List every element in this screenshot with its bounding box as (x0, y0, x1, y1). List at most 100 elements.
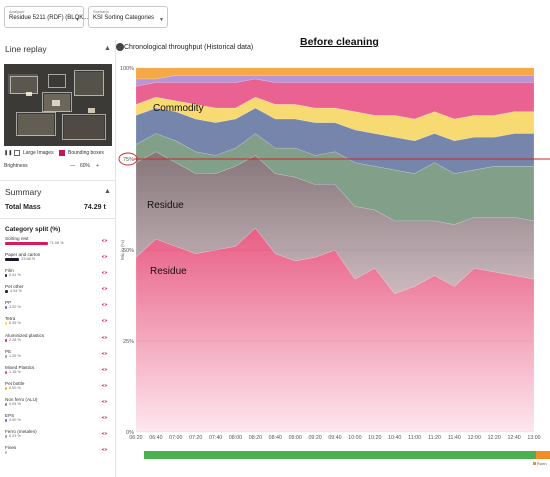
category-split-title: Category split (%) (5, 226, 61, 233)
category-percentage: 4.94 % (9, 289, 22, 294)
x-tick-label: 08:40 (269, 435, 282, 441)
visibility-eye-icon[interactable] (101, 317, 108, 324)
chart-annotation: Commodity (153, 103, 204, 114)
category-list: Sorting rest 71.08 % Paper and carton 23.68… (5, 236, 113, 461)
replay-controls: ❚❚ Large Images Bounding boxes (4, 149, 114, 159)
x-tick-label: 12:40 (507, 435, 520, 441)
category-percentage: 0.35 % (9, 321, 21, 326)
y-tick-label: 75% (123, 157, 134, 163)
visibility-eye-icon[interactable] (101, 253, 108, 260)
visibility-eye-icon[interactable] (101, 382, 108, 389)
category-name: EPS (5, 413, 15, 419)
category-percentage: 71.08 % (49, 241, 64, 245)
category-percentage: 0.00 % (9, 385, 21, 390)
category-bar (5, 435, 7, 439)
category-percentage: 1.16 % (9, 369, 21, 374)
scenario-label: Scenario (93, 9, 109, 14)
x-tick-label: 07:00 (169, 435, 182, 441)
visibility-eye-icon[interactable] (101, 350, 108, 357)
visibility-eye-icon[interactable] (101, 334, 108, 341)
visibility-eye-icon[interactable] (101, 285, 108, 292)
category-item: Fines (5, 445, 113, 461)
category-name: Pet other (5, 284, 24, 290)
chevron-down-icon: ▼ (75, 17, 80, 23)
category-name: Paper and carton (5, 252, 41, 258)
divider (0, 218, 116, 219)
category-name: Pet bottle (5, 380, 25, 386)
category-percentage: 0.04 % (9, 401, 21, 406)
category-name: Ferro (metalen) (5, 429, 37, 435)
category-name: Fines (5, 445, 17, 451)
visibility-eye-icon[interactable] (101, 301, 108, 308)
line-replay-image[interactable] (4, 64, 112, 146)
throughput-chart[interactable]: 0% 25% 50% 75% 100% 06:20 06:40 07:00 07:20 07:40… (116, 56, 550, 450)
category-bar (5, 322, 7, 326)
large-images-checkbox[interactable] (14, 150, 20, 156)
brightness-row: Brightness — 60% + (4, 162, 114, 172)
bounding-boxes-checkbox[interactable] (59, 150, 65, 156)
category-name: Tetra (5, 316, 16, 322)
running-swatch (533, 462, 536, 465)
large-images-label: Large Images (23, 150, 54, 156)
category-bar (5, 370, 7, 374)
visibility-eye-icon[interactable] (101, 269, 108, 276)
x-tick-label: 08:20 (249, 435, 262, 441)
x-tick-label: 11:00 (408, 435, 421, 441)
category-percentage: 0.41 % (9, 273, 21, 278)
chart-annotation: Residue (147, 200, 184, 211)
brightness-label: Brightness (4, 163, 28, 169)
before-cleaning-annotation: Before cleaning (300, 36, 379, 48)
collapse-summary-icon[interactable]: ▲ (104, 188, 111, 195)
visibility-eye-icon[interactable] (101, 430, 108, 437)
reference-circle (118, 152, 138, 166)
category-bar (5, 258, 20, 262)
category-item: EPS 0.00 % (5, 413, 113, 429)
analyser-select[interactable]: Analyser Residue 5211 (RDF) (BLOK... ▼ (4, 6, 89, 28)
category-name: Film (5, 268, 14, 274)
top-bar: Analyser Residue 5211 (RDF) (BLOK... ▼ S… (0, 0, 550, 32)
chart-title: Chronological throughput (Historical dat… (124, 44, 254, 51)
y-tick-label: 100% (120, 66, 134, 72)
visibility-eye-icon[interactable] (101, 446, 108, 453)
analyser-value: Residue 5211 (RDF) (BLOK... (9, 15, 89, 21)
visibility-eye-icon[interactable] (101, 414, 108, 421)
y-tick-label: 25% (123, 339, 134, 345)
running-label: Runn (537, 461, 547, 466)
scenario-select[interactable]: Scenario KSI Sorting Categories ▼ (88, 6, 168, 28)
brightness-increase-button[interactable]: + (96, 163, 99, 169)
summary-title: Summary (5, 187, 42, 197)
category-item: Non ferro (ALU) 0.04 % (5, 397, 113, 413)
x-tick-label: 06:20 (129, 435, 142, 441)
visibility-eye-icon[interactable] (101, 398, 108, 405)
x-tick-label: 09:40 (328, 435, 341, 441)
x-tick-label: 12:20 (488, 435, 501, 441)
category-name: Aluminized plastics (5, 332, 45, 338)
running-legend: Runn (533, 461, 547, 466)
category-name: Mixed Plastics (5, 364, 35, 370)
category-item: Aluminized plastics 2.28 % (5, 333, 113, 349)
category-bar (5, 402, 7, 406)
total-mass-label: Total Mass (5, 204, 41, 211)
category-item: Film 0.41 % (5, 268, 113, 284)
category-item: Pet bottle 0.00 % (5, 381, 113, 397)
x-tick-label: 07:40 (209, 435, 222, 441)
category-item: PE 1.25 % (5, 349, 113, 365)
scenario-value: KSI Sorting Categories (93, 15, 155, 21)
brightness-value: 60% (80, 163, 91, 169)
back-icon[interactable] (116, 43, 124, 51)
category-bar (5, 338, 7, 342)
x-tick-label: 13:00 (527, 435, 540, 441)
category-item: Pet other 4.94 % (5, 284, 113, 300)
visibility-eye-icon[interactable] (101, 366, 108, 373)
pause-icon[interactable]: ❚❚ (4, 150, 13, 156)
category-item: Sorting rest 71.08 % (5, 236, 113, 252)
brightness-decrease-button[interactable]: — (70, 163, 75, 169)
visibility-eye-icon[interactable] (101, 237, 108, 244)
category-name: Non ferro (ALU) (5, 396, 38, 402)
category-name: Sorting rest (5, 236, 29, 241)
collapse-line-replay-icon[interactable]: ▲ (104, 45, 111, 52)
chevron-down-icon: ▼ (159, 17, 164, 23)
category-percentage: 2.28 % (9, 337, 21, 342)
category-percentage: 1.25 % (9, 353, 21, 358)
x-tick-label: 10:00 (348, 435, 361, 441)
